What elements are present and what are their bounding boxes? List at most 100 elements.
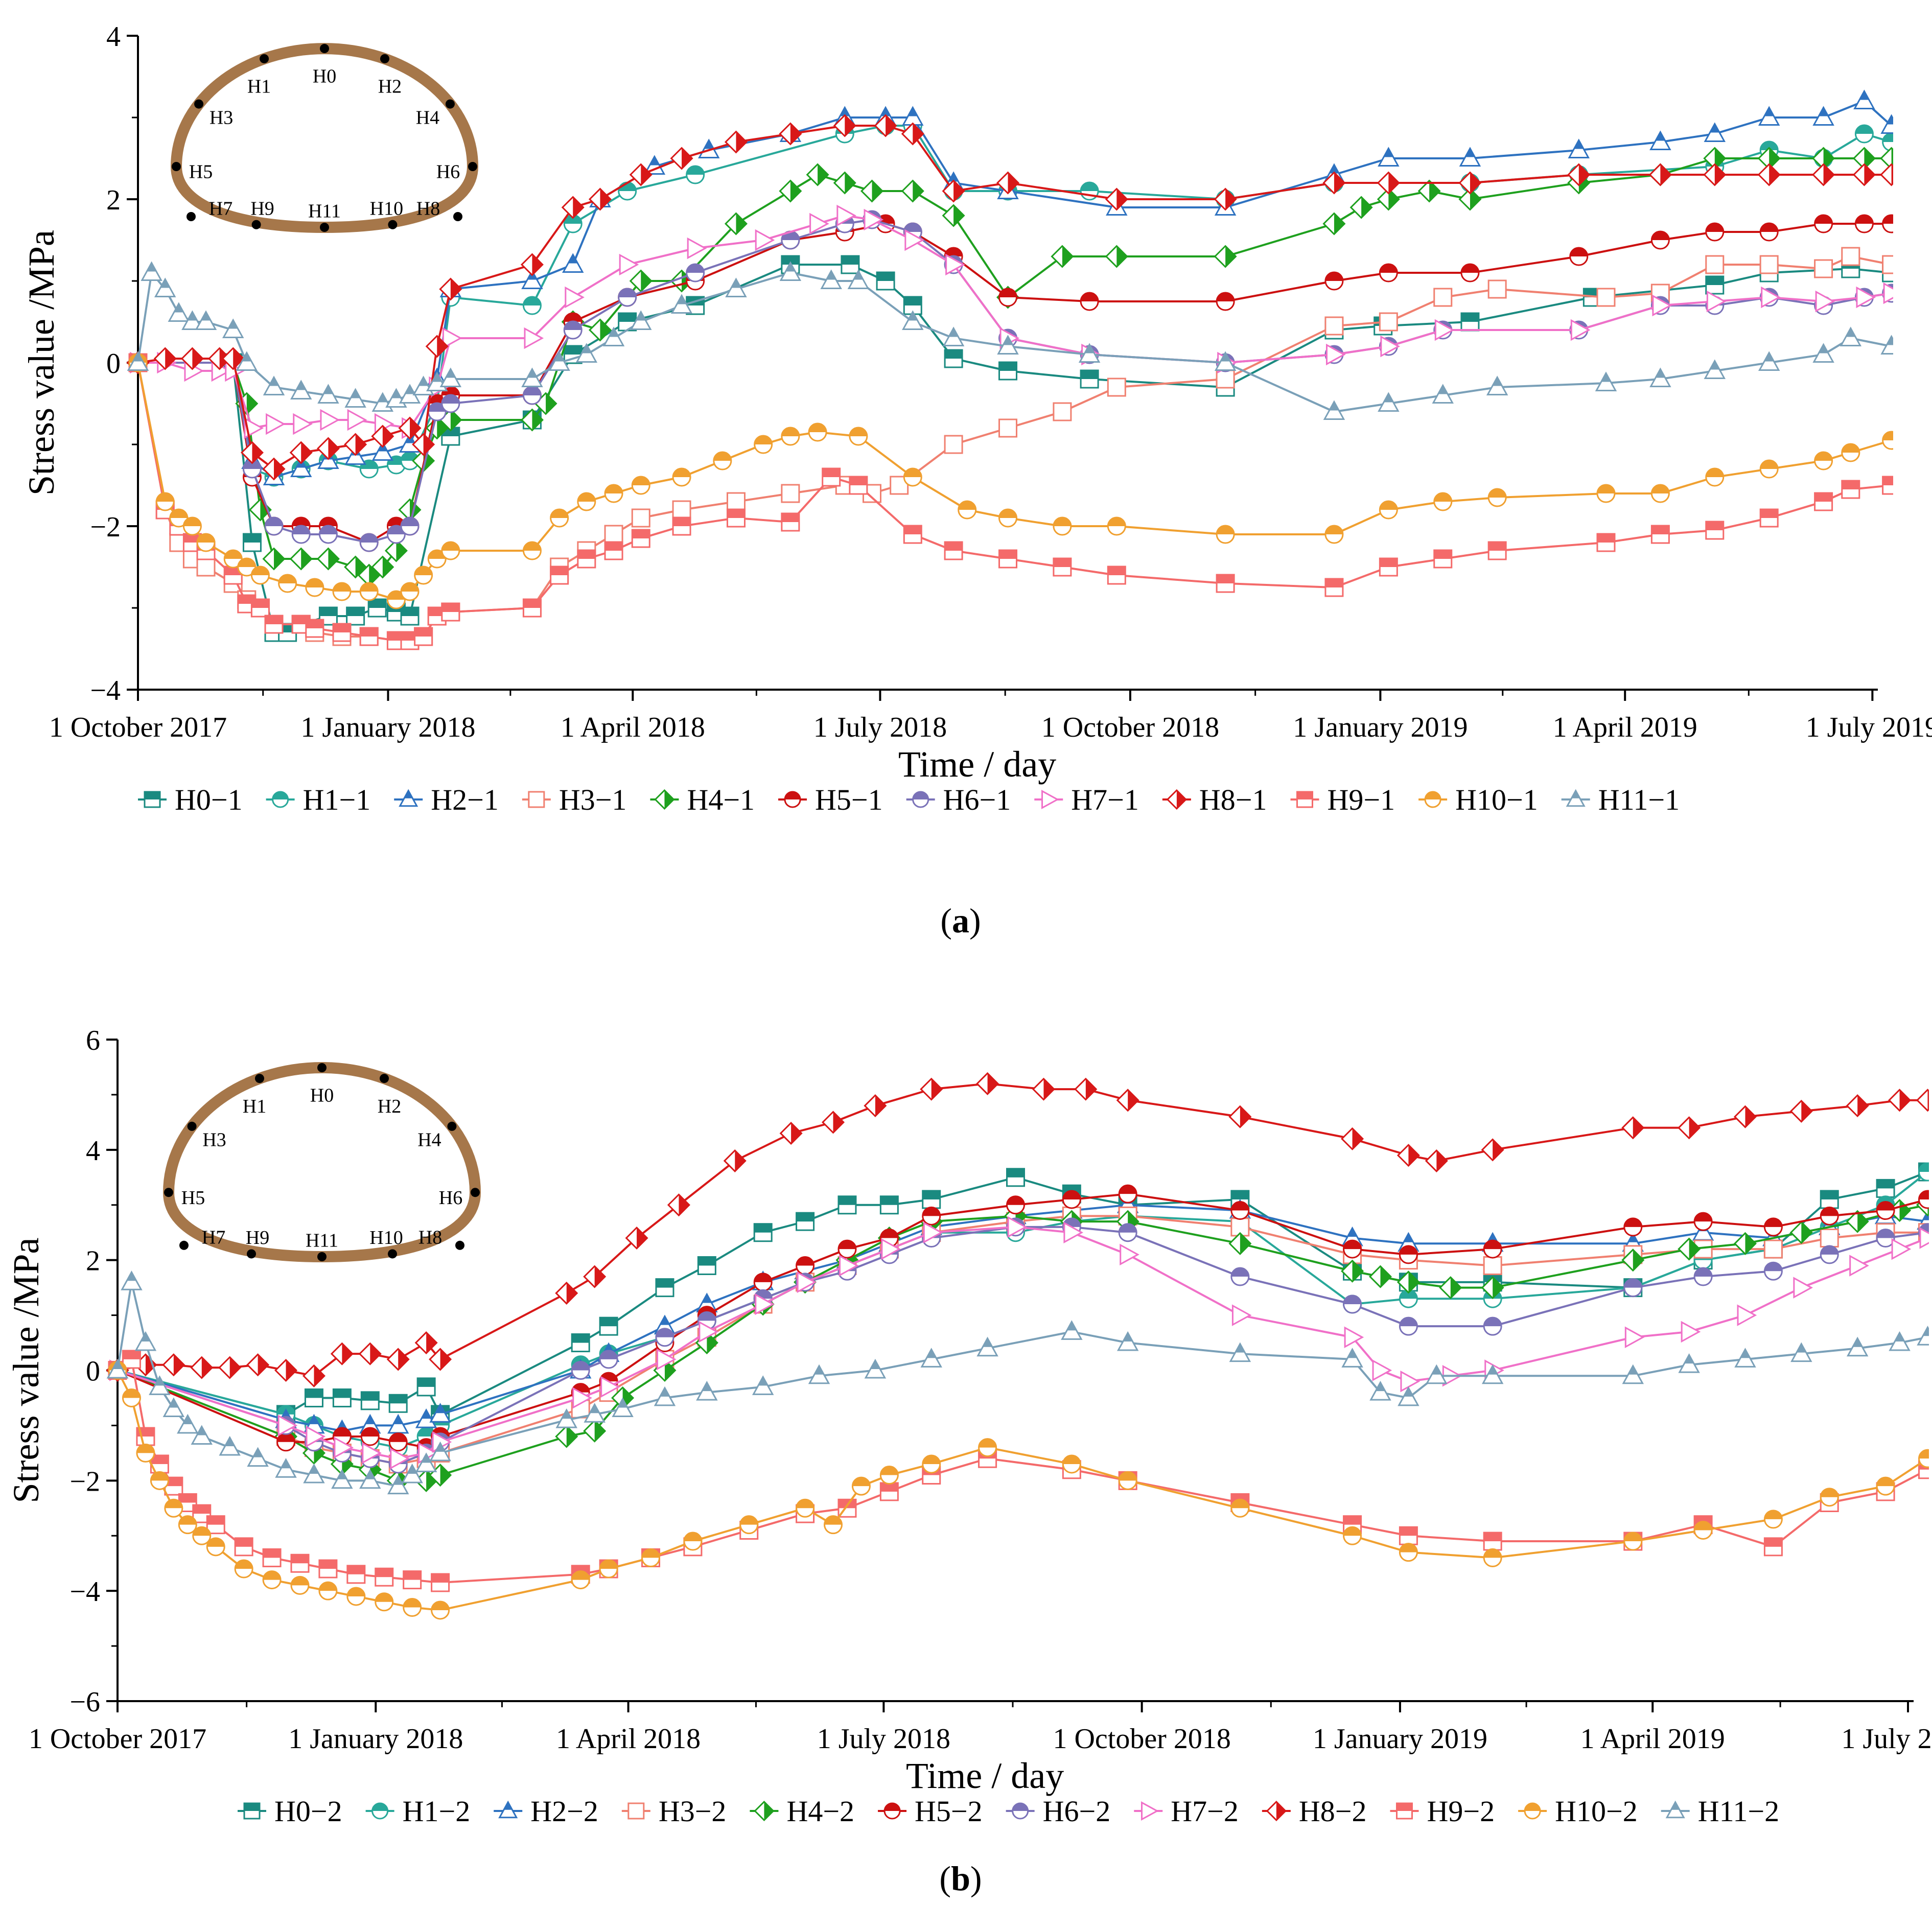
data-point [290,1575,310,1595]
data-point [1116,1089,1139,1112]
data-point [401,1463,423,1484]
data-point [796,1498,815,1518]
data-point [1846,1094,1869,1118]
measuring-point-dot [445,99,455,109]
data-point [670,294,693,314]
x-tick-label: 1 April 2018 [556,1723,701,1755]
data-point [1621,1116,1645,1140]
data-point [1433,288,1453,307]
data-point [1481,1276,1504,1300]
data-point [1789,1221,1813,1244]
data-point [824,1515,843,1535]
legend-marker [1665,1800,1685,1819]
data-point [754,435,773,454]
data-point [561,196,585,219]
data-point [837,1239,857,1259]
data-point [781,484,800,503]
legend-marker [1012,1802,1029,1820]
legend-item: H4−2 [750,1795,854,1828]
data-point [550,566,569,585]
legend-label: H0−1 [175,783,243,816]
data-point [713,451,732,470]
data-point [289,547,313,571]
chart-panel-b: −6 −4 −2 0 2 4 6 1 October 2017 1 January 2018 1 … [6,1025,1932,1898]
data-point [697,1256,716,1275]
data-point [1704,122,1726,142]
panel-label: (a) [940,901,981,940]
data-point [386,1348,410,1371]
data-point [415,1408,437,1428]
data-point [1841,480,1860,499]
data-point [1230,1267,1250,1286]
data-point [1426,1364,1448,1384]
data-point [942,204,965,227]
legend-label: H1−2 [403,1795,471,1828]
data-point [360,1391,380,1410]
legend-label: H6−1 [943,783,1011,816]
data-point [725,277,747,297]
y-tick-label: 2 [86,1245,100,1277]
data-point [1481,1138,1504,1162]
data-point [781,512,800,532]
data-point [923,1221,943,1243]
legend-label: H10−2 [1555,1795,1638,1828]
data-point [1853,89,1875,109]
data-point [1377,171,1400,195]
data-point [998,508,1017,528]
data-point [555,1408,577,1428]
data-point [588,187,612,211]
data-point [625,1226,648,1250]
legend-marker [1041,789,1059,810]
data-point [290,380,312,399]
measuring-point-label: H10 [370,198,403,219]
data-point [641,1548,661,1567]
data-point [318,1581,338,1600]
data-point [442,327,462,349]
measuring-point-dot [453,212,462,221]
data-point [1703,163,1727,186]
data-point [1324,316,1344,336]
data-point [277,1415,298,1437]
measuring-point-dot [447,1121,457,1131]
data-point [415,1452,437,1472]
data-point [1734,1348,1756,1368]
data-point [1078,343,1101,363]
data-point [548,351,570,371]
data-point [599,1350,618,1369]
data-point [414,566,433,585]
measuring-point-dot [317,1252,327,1261]
data-point [796,1212,815,1231]
data-point [219,1435,241,1456]
measuring-point-label: H2 [378,1096,401,1117]
data-point [222,318,244,338]
data-point [1439,1276,1462,1300]
data-point [1074,1077,1098,1101]
data-point [1486,375,1508,395]
data-point [696,1381,718,1401]
data-point [945,253,965,276]
data-point [1622,1364,1644,1384]
measuring-point-label: H7 [202,1227,225,1249]
data-point [264,615,284,634]
data-point [904,229,924,251]
data-point [997,335,1019,355]
data-point [358,1342,382,1365]
data-point [902,106,924,126]
data-point [403,1570,422,1590]
data-point [400,606,420,626]
data-point [1876,1229,1895,1247]
data-point [571,1570,590,1590]
legend-marker [399,789,418,807]
data-point [305,619,324,638]
data-point [1678,1237,1701,1261]
data-point [425,335,449,358]
legend-label: H9−2 [1427,1795,1495,1828]
data-point [657,1348,677,1371]
data-point [1889,1331,1911,1351]
data-point [1876,1179,1895,1198]
data-point [1230,1201,1250,1220]
data-point [944,349,963,368]
data-point [1820,1206,1839,1226]
data-point [360,1427,380,1446]
data-point [600,1376,620,1398]
